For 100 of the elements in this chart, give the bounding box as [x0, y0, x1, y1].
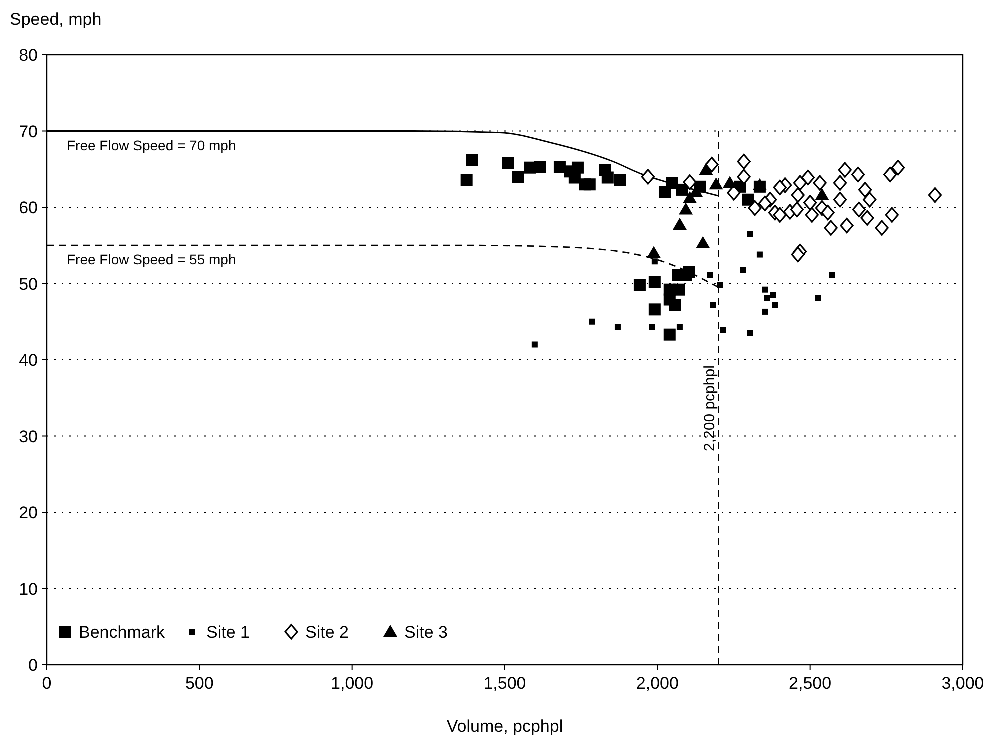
- point: [584, 178, 596, 191]
- point: [791, 246, 805, 263]
- point: [875, 220, 889, 236]
- point: [740, 267, 746, 274]
- point: [815, 295, 822, 302]
- y-tick-label: 50: [19, 274, 38, 294]
- point: [534, 161, 546, 174]
- point: [720, 327, 726, 334]
- point: [762, 286, 768, 293]
- point: [773, 180, 787, 196]
- point: [858, 182, 872, 198]
- point: [532, 342, 538, 348]
- y-tick-label: 30: [19, 427, 38, 446]
- ref-line-label: 2,200 pcphpl: [702, 366, 719, 452]
- x-tick-label: 1,000: [331, 674, 374, 693]
- point: [679, 202, 694, 215]
- point: [717, 282, 724, 288]
- point: [648, 304, 661, 316]
- point: [641, 169, 655, 185]
- x-tick-label: 1,500: [484, 674, 526, 693]
- point: [699, 163, 714, 176]
- x-axis-title: Volume, pcphpl: [446, 717, 564, 736]
- point: [652, 258, 658, 265]
- point: [791, 188, 805, 204]
- y-tick-label: 80: [19, 46, 38, 65]
- point: [884, 166, 898, 183]
- point: [790, 202, 804, 218]
- point: [852, 202, 866, 218]
- point: [502, 157, 514, 170]
- point: [813, 175, 827, 191]
- y-axis-title: Speed, mph: [10, 10, 102, 29]
- x-tick-label: 0: [42, 674, 52, 693]
- point: [762, 308, 768, 315]
- legend-label: Site 1: [206, 623, 250, 642]
- y-tick-label: 40: [19, 351, 38, 370]
- point: [614, 174, 626, 186]
- point: [891, 160, 906, 176]
- point: [833, 175, 848, 191]
- y-tick-label: 60: [19, 198, 38, 218]
- point: [664, 328, 676, 341]
- point: [840, 218, 854, 234]
- point: [821, 205, 835, 221]
- point: [833, 192, 848, 208]
- point: [851, 166, 866, 183]
- point: [773, 207, 787, 223]
- point: [885, 207, 899, 223]
- point: [676, 184, 688, 196]
- point: [666, 177, 678, 190]
- annotation: Free Flow Speed = 55 mph: [67, 252, 236, 268]
- x-tick-label: 2,500: [789, 674, 832, 693]
- point: [634, 279, 646, 292]
- point: [709, 178, 724, 190]
- y-tick-label: 20: [19, 504, 38, 522]
- point: [824, 220, 838, 236]
- point: [748, 200, 762, 216]
- point: [705, 157, 719, 173]
- x-tick-label: 500: [185, 674, 214, 693]
- point: [860, 210, 874, 226]
- point: [747, 330, 754, 336]
- y-tick-label: 0: [28, 656, 38, 675]
- point: [764, 295, 770, 302]
- point: [673, 284, 686, 296]
- point: [648, 276, 661, 288]
- point: [737, 169, 751, 185]
- point: [838, 162, 852, 178]
- point: [747, 231, 754, 238]
- point: [772, 302, 778, 308]
- point: [647, 246, 662, 258]
- point: [614, 324, 621, 330]
- point: [737, 154, 751, 170]
- point: [742, 194, 754, 206]
- point: [770, 292, 776, 298]
- y-tick-label: 10: [19, 580, 38, 599]
- point: [805, 207, 819, 223]
- point: [466, 154, 478, 166]
- point: [696, 236, 710, 248]
- point: [756, 252, 763, 258]
- point: [460, 174, 473, 186]
- point: [801, 170, 815, 186]
- point: [758, 196, 772, 212]
- legend-label: Site 3: [404, 623, 448, 642]
- point: [815, 188, 830, 200]
- point: [649, 324, 656, 330]
- x-tick-label: 3,000: [942, 674, 984, 693]
- point: [672, 218, 687, 230]
- point: [928, 188, 942, 204]
- point: [863, 192, 877, 208]
- point: [683, 266, 696, 278]
- legend-label: Benchmark: [79, 623, 166, 642]
- point: [710, 302, 716, 308]
- y-tick-label: 70: [19, 122, 38, 142]
- point: [589, 318, 596, 325]
- point: [512, 171, 524, 183]
- point: [707, 272, 714, 278]
- annotation: Free Flow Speed = 70 mph: [67, 137, 236, 154]
- point: [829, 272, 836, 278]
- point: [602, 172, 614, 184]
- point: [804, 195, 818, 211]
- legend-label: Site 2: [306, 623, 349, 642]
- point: [752, 178, 767, 190]
